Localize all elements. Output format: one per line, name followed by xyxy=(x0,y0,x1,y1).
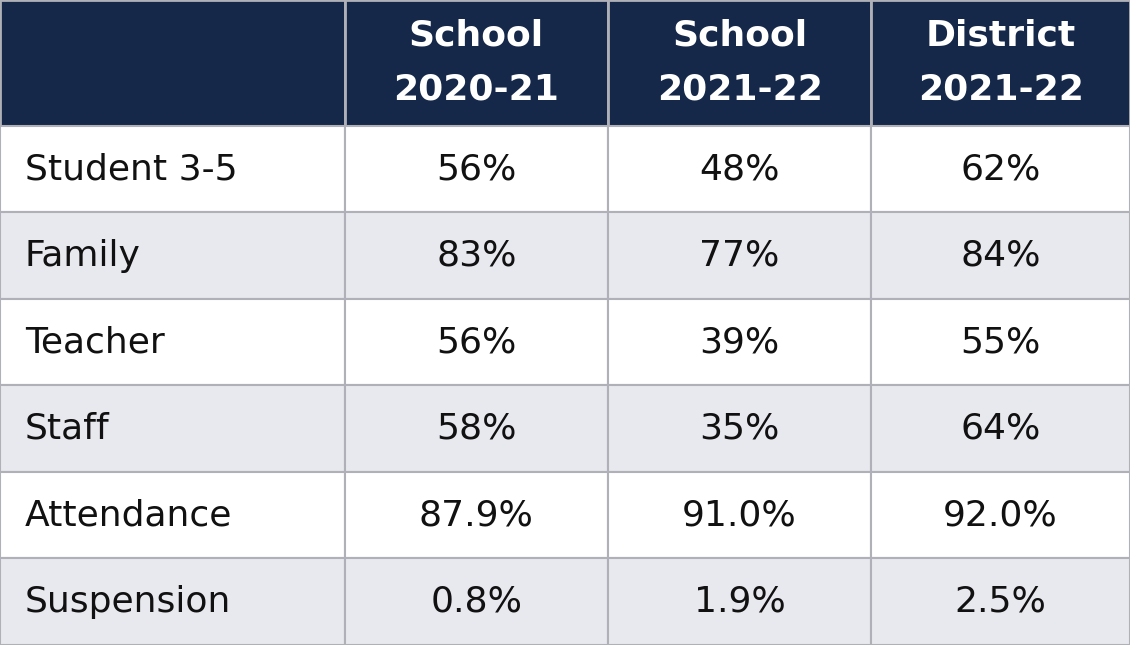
Bar xyxy=(871,386,1130,472)
Bar xyxy=(0,212,345,299)
Text: 2.5%: 2.5% xyxy=(955,585,1046,619)
Bar xyxy=(871,126,1130,212)
Bar xyxy=(871,299,1130,386)
Bar xyxy=(0,472,345,559)
Text: 2020-21: 2020-21 xyxy=(393,73,559,107)
Bar xyxy=(345,386,608,472)
Bar xyxy=(0,126,345,212)
Bar xyxy=(608,472,871,559)
Bar xyxy=(0,299,345,386)
Text: 91.0%: 91.0% xyxy=(683,498,797,532)
Text: 58%: 58% xyxy=(436,412,516,446)
Text: Attendance: Attendance xyxy=(25,498,233,532)
Text: Teacher: Teacher xyxy=(25,325,165,359)
Text: 2021-22: 2021-22 xyxy=(918,73,1084,107)
Bar xyxy=(345,472,608,559)
Text: Suspension: Suspension xyxy=(25,585,232,619)
Text: 84%: 84% xyxy=(960,239,1041,273)
Text: 62%: 62% xyxy=(960,152,1041,186)
Text: 0.8%: 0.8% xyxy=(431,585,522,619)
Text: Staff: Staff xyxy=(25,412,110,446)
Bar xyxy=(0,0,345,126)
Text: 64%: 64% xyxy=(960,412,1041,446)
Text: 83%: 83% xyxy=(436,239,516,273)
Bar xyxy=(608,0,871,126)
Text: 77%: 77% xyxy=(699,239,780,273)
Text: 55%: 55% xyxy=(960,325,1041,359)
Bar xyxy=(608,299,871,386)
Bar xyxy=(345,0,608,126)
Text: 56%: 56% xyxy=(436,325,516,359)
Text: 35%: 35% xyxy=(699,412,780,446)
Text: School: School xyxy=(672,19,807,53)
Text: 2021-22: 2021-22 xyxy=(657,73,823,107)
Text: 92.0%: 92.0% xyxy=(944,498,1058,532)
Text: 87.9%: 87.9% xyxy=(419,498,533,532)
Bar xyxy=(608,386,871,472)
Bar xyxy=(608,559,871,645)
Text: 48%: 48% xyxy=(699,152,780,186)
Bar xyxy=(871,472,1130,559)
Text: School: School xyxy=(409,19,544,53)
Bar xyxy=(0,559,345,645)
Text: 1.9%: 1.9% xyxy=(694,585,785,619)
Bar xyxy=(345,126,608,212)
Text: Student 3-5: Student 3-5 xyxy=(25,152,237,186)
Text: 56%: 56% xyxy=(436,152,516,186)
Text: Family: Family xyxy=(25,239,141,273)
Bar xyxy=(871,559,1130,645)
Bar xyxy=(345,212,608,299)
Bar xyxy=(0,386,345,472)
Text: District: District xyxy=(925,19,1076,53)
Bar xyxy=(608,126,871,212)
Bar xyxy=(608,212,871,299)
Bar xyxy=(871,212,1130,299)
Text: 39%: 39% xyxy=(699,325,780,359)
Bar xyxy=(345,299,608,386)
Bar xyxy=(871,0,1130,126)
Bar xyxy=(345,559,608,645)
